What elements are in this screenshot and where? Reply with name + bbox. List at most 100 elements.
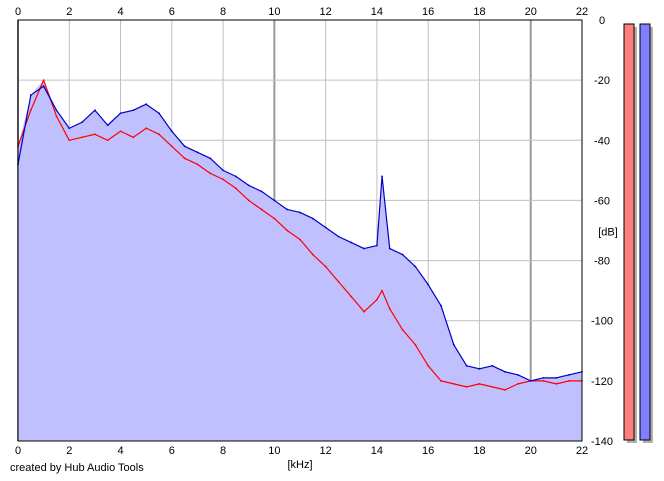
data-point-red xyxy=(388,307,391,310)
data-point-blue xyxy=(68,127,71,130)
data-point-blue xyxy=(517,373,519,376)
data-point-red xyxy=(440,379,442,382)
data-point-red xyxy=(350,295,353,298)
data-point-blue xyxy=(247,184,250,187)
data-point-red xyxy=(491,385,494,388)
data-point-red xyxy=(376,298,378,301)
data-point-red xyxy=(465,385,468,388)
data-point-red xyxy=(381,289,383,292)
data-point-blue xyxy=(286,208,289,211)
data-point-blue xyxy=(478,367,481,370)
data-point-blue xyxy=(427,283,430,286)
y-tick-label: -140 xyxy=(591,436,613,448)
x-tick-label-bottom: 18 xyxy=(473,445,485,457)
data-point-red xyxy=(196,163,199,166)
data-point-blue xyxy=(381,175,383,178)
x-tick-label-bottom: 10 xyxy=(268,445,280,457)
data-point-red xyxy=(247,199,250,202)
data-point-red xyxy=(427,364,430,367)
data-point-red xyxy=(401,328,404,331)
data-point-blue xyxy=(452,343,455,346)
x-tick-label-bottom: 22 xyxy=(576,445,588,457)
y-tick-label: -80 xyxy=(594,256,610,268)
x-tick-label-top: 22 xyxy=(576,6,588,18)
data-point-red xyxy=(183,157,186,160)
data-point-blue xyxy=(401,253,404,256)
data-point-red xyxy=(106,139,109,142)
data-point-blue xyxy=(273,199,276,202)
data-point-blue xyxy=(414,265,417,268)
x-tick-label-top: 6 xyxy=(169,6,175,18)
data-point-red xyxy=(209,172,212,175)
data-point-blue xyxy=(350,241,353,244)
data-point-red xyxy=(504,388,506,391)
data-point-blue xyxy=(235,175,237,178)
data-point-blue xyxy=(42,85,45,88)
data-point-red xyxy=(311,253,314,256)
x-tick-label-top: 12 xyxy=(320,6,332,18)
data-point-blue xyxy=(145,103,148,106)
x-tick-label-top: 20 xyxy=(525,6,537,18)
data-point-blue xyxy=(568,373,571,376)
data-point-red xyxy=(55,115,58,118)
x-axis-bottom: 0 2 4 6 8 10 12 14 16 18 20 22 xyxy=(15,445,588,457)
x-tick-label-bottom: 12 xyxy=(320,445,332,457)
data-point-blue xyxy=(324,226,327,229)
data-point-red xyxy=(542,379,545,382)
data-point-red xyxy=(119,130,122,133)
level-meter-left xyxy=(623,23,635,441)
y-tick-label: -40 xyxy=(594,135,610,147)
data-point-blue xyxy=(465,364,468,367)
data-point-red xyxy=(260,208,263,211)
data-point-blue xyxy=(555,376,558,379)
y-tick-label: -120 xyxy=(591,376,613,388)
data-point-blue xyxy=(183,145,186,148)
level-meter-right xyxy=(639,23,651,441)
series-layer xyxy=(17,79,583,391)
data-point-blue xyxy=(222,169,224,172)
data-point-blue xyxy=(158,112,160,115)
x-axis-label: [kHz] xyxy=(287,459,312,471)
data-point-blue xyxy=(363,247,365,250)
y-axis-label: [dB] xyxy=(598,227,618,239)
plot-border xyxy=(17,19,583,442)
data-point-red xyxy=(68,139,71,142)
x-tick-label-top: 18 xyxy=(473,6,485,18)
data-point-red xyxy=(222,178,224,181)
data-point-red xyxy=(414,343,417,346)
data-point-blue xyxy=(337,235,340,238)
data-point-red xyxy=(170,145,173,148)
x-tick-label-bottom: 20 xyxy=(525,445,537,457)
y-axis: 0 -20 -40 -60 -80 -100 -120 -140 xyxy=(591,15,613,448)
data-point-red xyxy=(299,238,301,241)
data-point-red xyxy=(81,136,83,139)
level-meters xyxy=(623,23,653,443)
data-point-blue xyxy=(170,130,173,133)
data-point-blue xyxy=(440,304,442,307)
data-point-red xyxy=(273,217,276,220)
y-tick-label: -60 xyxy=(594,195,610,207)
data-point-blue xyxy=(542,376,545,379)
y-tick-label: -20 xyxy=(594,75,610,87)
data-point-blue xyxy=(504,370,506,373)
series-line-blue xyxy=(17,85,583,382)
x-tick-label-top: 4 xyxy=(117,6,123,18)
spectrum-fill-area xyxy=(18,80,582,442)
data-point-red xyxy=(158,133,160,136)
data-point-red xyxy=(29,109,32,112)
data-point-red xyxy=(478,382,481,385)
data-point-red xyxy=(517,382,519,385)
x-tick-label-bottom: 14 xyxy=(371,445,383,457)
data-point-blue xyxy=(81,121,83,124)
y-tick-label: 0 xyxy=(599,15,605,27)
data-point-blue xyxy=(299,211,301,214)
data-point-red xyxy=(555,382,558,385)
y-tick-label: -100 xyxy=(591,316,613,328)
data-point-blue xyxy=(55,109,58,112)
data-point-red xyxy=(235,187,237,190)
credit-text: created by Hub Audio Tools xyxy=(10,462,144,474)
x-tick-label-top: 10 xyxy=(268,6,280,18)
data-point-red xyxy=(568,379,571,382)
data-point-red xyxy=(337,280,340,283)
data-point-blue xyxy=(119,112,122,115)
